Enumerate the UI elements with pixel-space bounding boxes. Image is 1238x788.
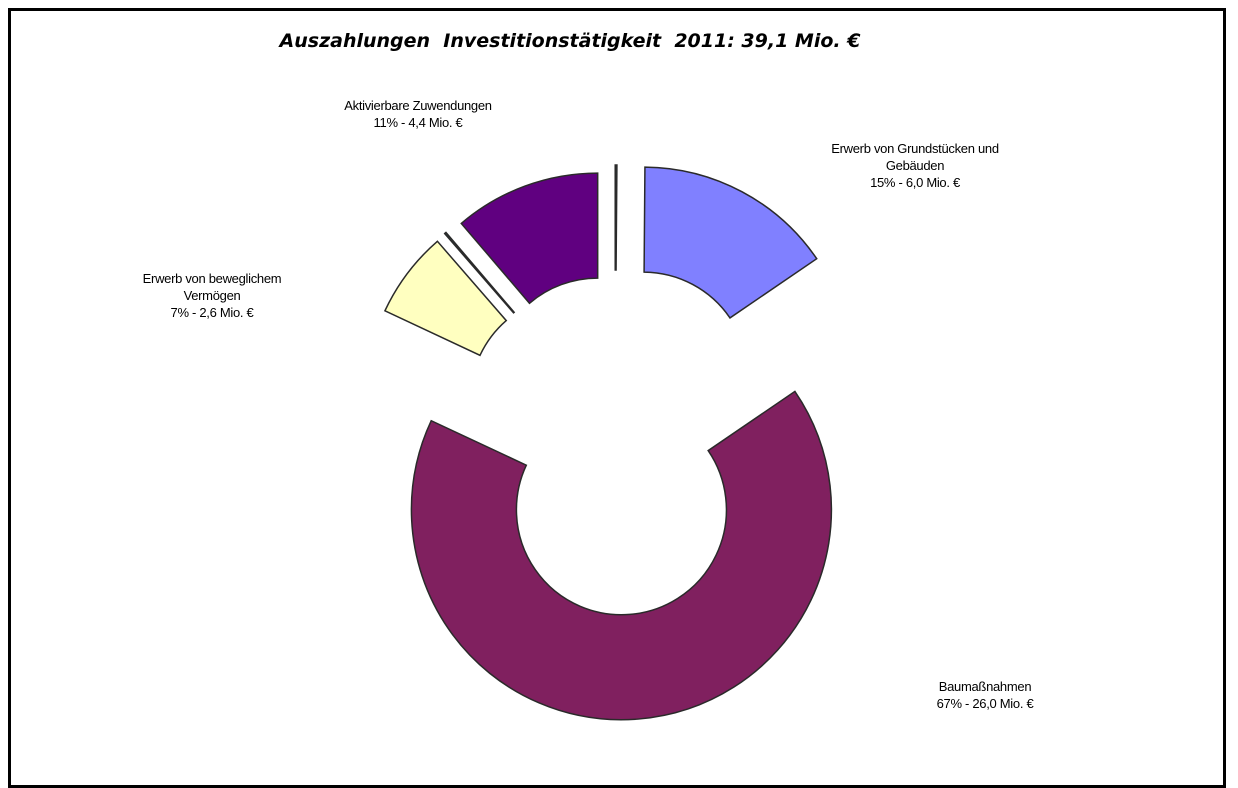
segment-name: Aktivierbare Zuwendungen [344, 98, 492, 113]
donut-segment [383, 240, 508, 357]
data-label: Erwerb von Grundstücken und Gebäuden 15% … [820, 140, 1010, 191]
chart-title: Auszahlungen Investitionstätigkeit 2011:… [279, 30, 861, 52]
segment-value: 11% - 4,4 Mio. € [373, 115, 463, 130]
chart [383, 164, 833, 721]
segment-name: Erwerb von beweglichem Vermögen [142, 271, 282, 303]
segment-name: Baumaßnahmen [938, 679, 1032, 694]
donut-segment [443, 231, 516, 314]
donut-segment [410, 390, 833, 721]
segment-value: 15% - 6,0 Mio. € [870, 175, 960, 190]
segment-value: 67% - 26,0 Mio. € [936, 696, 1034, 711]
donut-segment [614, 164, 618, 271]
data-label: Aktivierbare Zuwendungen 11% - 4,4 Mio. € [298, 97, 538, 131]
data-label: Erwerb von beweglichem Vermögen 7% - 2,6 … [137, 270, 287, 321]
data-label: Baumaßnahmen 67% - 26,0 Mio. € [885, 678, 1085, 712]
donut-segment [460, 172, 599, 305]
donut-segment [643, 166, 818, 319]
page: Auszahlungen Investitionstätigkeit 2011:… [8, 8, 1226, 788]
segment-name: Erwerb von Grundstücken und Gebäuden [831, 141, 999, 173]
segment-value: 7% - 2,6 Mio. € [170, 305, 254, 320]
